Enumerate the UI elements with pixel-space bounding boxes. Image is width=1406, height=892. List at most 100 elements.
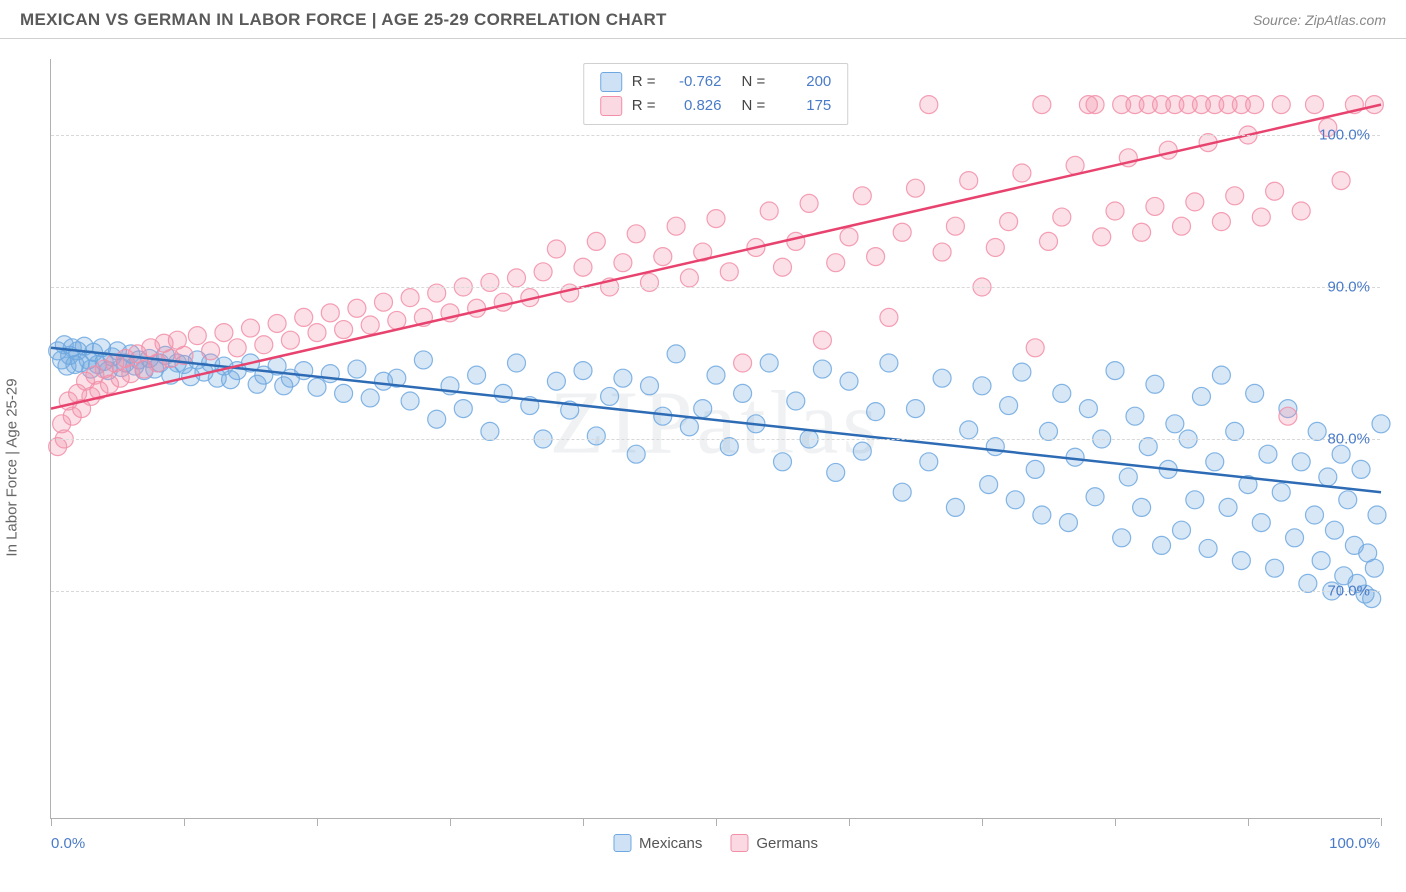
scatter-point xyxy=(774,258,792,276)
scatter-point xyxy=(907,179,925,197)
scatter-point xyxy=(1133,498,1151,516)
scatter-point xyxy=(481,273,499,291)
scatter-point xyxy=(1246,96,1264,114)
scatter-point xyxy=(614,254,632,272)
scatter-point xyxy=(228,339,246,357)
scatter-point xyxy=(920,96,938,114)
legend-label: Mexicans xyxy=(639,835,702,852)
x-tick xyxy=(849,818,850,826)
scatter-point xyxy=(1252,208,1270,226)
x-tick xyxy=(184,818,185,826)
correlation-stats-box: R =-0.762N =200R =0.826N =175 xyxy=(583,63,849,125)
scatter-point xyxy=(720,438,738,456)
scatter-point xyxy=(1319,468,1337,486)
scatter-point xyxy=(281,331,299,349)
gridline xyxy=(51,135,1380,136)
scatter-point xyxy=(1000,213,1018,231)
scatter-point xyxy=(680,269,698,287)
scatter-point xyxy=(1332,445,1350,463)
scatter-point xyxy=(1266,182,1284,200)
scatter-point xyxy=(1259,445,1277,463)
scatter-point xyxy=(734,354,752,372)
x-tick xyxy=(51,818,52,826)
scatter-point xyxy=(1013,164,1031,182)
x-tick xyxy=(1381,818,1382,826)
scatter-point xyxy=(401,392,419,410)
scatter-point xyxy=(1332,172,1350,190)
scatter-point xyxy=(1186,193,1204,211)
scatter-point xyxy=(1119,468,1137,486)
scatter-point xyxy=(508,354,526,372)
scatter-point xyxy=(1232,552,1250,570)
scatter-point xyxy=(1365,559,1383,577)
scatter-point xyxy=(1186,491,1204,509)
y-tick-label: 100.0% xyxy=(1319,127,1370,144)
scatter-point xyxy=(428,410,446,428)
scatter-point xyxy=(1192,387,1210,405)
scatter-point xyxy=(1219,498,1237,516)
scatter-point xyxy=(986,438,1004,456)
scatter-point xyxy=(707,366,725,384)
scatter-point xyxy=(1306,96,1324,114)
scatter-point xyxy=(707,210,725,228)
scatter-point xyxy=(361,316,379,334)
scatter-point xyxy=(508,269,526,287)
scatter-point xyxy=(1292,202,1310,220)
scatter-point xyxy=(680,418,698,436)
scatter-point xyxy=(1199,539,1217,557)
scatter-point xyxy=(242,319,260,337)
scatter-point xyxy=(960,421,978,439)
header-bar: MEXICAN VS GERMAN IN LABOR FORCE | AGE 2… xyxy=(0,0,1406,39)
scatter-point xyxy=(375,293,393,311)
x-tick xyxy=(317,818,318,826)
scatter-point xyxy=(880,308,898,326)
scatter-point xyxy=(1173,217,1191,235)
scatter-point xyxy=(946,498,964,516)
y-tick-label: 90.0% xyxy=(1327,279,1370,296)
stats-swatch xyxy=(600,96,622,116)
scatter-point xyxy=(614,369,632,387)
scatter-point xyxy=(827,463,845,481)
legend-swatch xyxy=(730,834,748,852)
legend-label: Germans xyxy=(756,835,818,852)
scatter-point xyxy=(468,299,486,317)
gridline xyxy=(51,439,1380,440)
scatter-point xyxy=(813,331,831,349)
scatter-point xyxy=(1226,422,1244,440)
scatter-point xyxy=(202,342,220,360)
scatter-point xyxy=(654,248,672,266)
scatter-point xyxy=(760,202,778,220)
source-attribution: Source: ZipAtlas.com xyxy=(1253,12,1386,28)
scatter-point xyxy=(1026,339,1044,357)
stats-swatch xyxy=(600,72,622,92)
scatter-point xyxy=(840,228,858,246)
stats-n-value: 175 xyxy=(775,94,831,118)
scatter-point xyxy=(867,403,885,421)
scatter-point xyxy=(1033,96,1051,114)
scatter-point xyxy=(641,273,659,291)
scatter-point xyxy=(1325,521,1343,539)
scatter-point xyxy=(933,369,951,387)
scatter-point xyxy=(893,223,911,241)
x-tick xyxy=(982,818,983,826)
scatter-point xyxy=(1146,375,1164,393)
scatter-point xyxy=(601,387,619,405)
plot-area: ZIPatlas R =-0.762N =200R =0.826N =175 0… xyxy=(50,59,1380,819)
gridline xyxy=(51,287,1380,288)
scatter-point xyxy=(1066,156,1084,174)
scatter-point xyxy=(1312,552,1330,570)
stats-row: R =0.826N =175 xyxy=(600,94,832,118)
scatter-point xyxy=(1272,483,1290,501)
scatter-point xyxy=(1113,529,1131,547)
scatter-point xyxy=(1146,197,1164,215)
scatter-point xyxy=(840,372,858,390)
scatter-point xyxy=(1352,460,1370,478)
scatter-point xyxy=(654,407,672,425)
scatter-point xyxy=(1252,514,1270,532)
scatter-point xyxy=(893,483,911,501)
scatter-point xyxy=(1166,415,1184,433)
scatter-point xyxy=(1339,491,1357,509)
stats-n-value: 200 xyxy=(775,70,831,94)
x-axis-min-label: 0.0% xyxy=(51,835,85,852)
scatter-point xyxy=(547,372,565,390)
